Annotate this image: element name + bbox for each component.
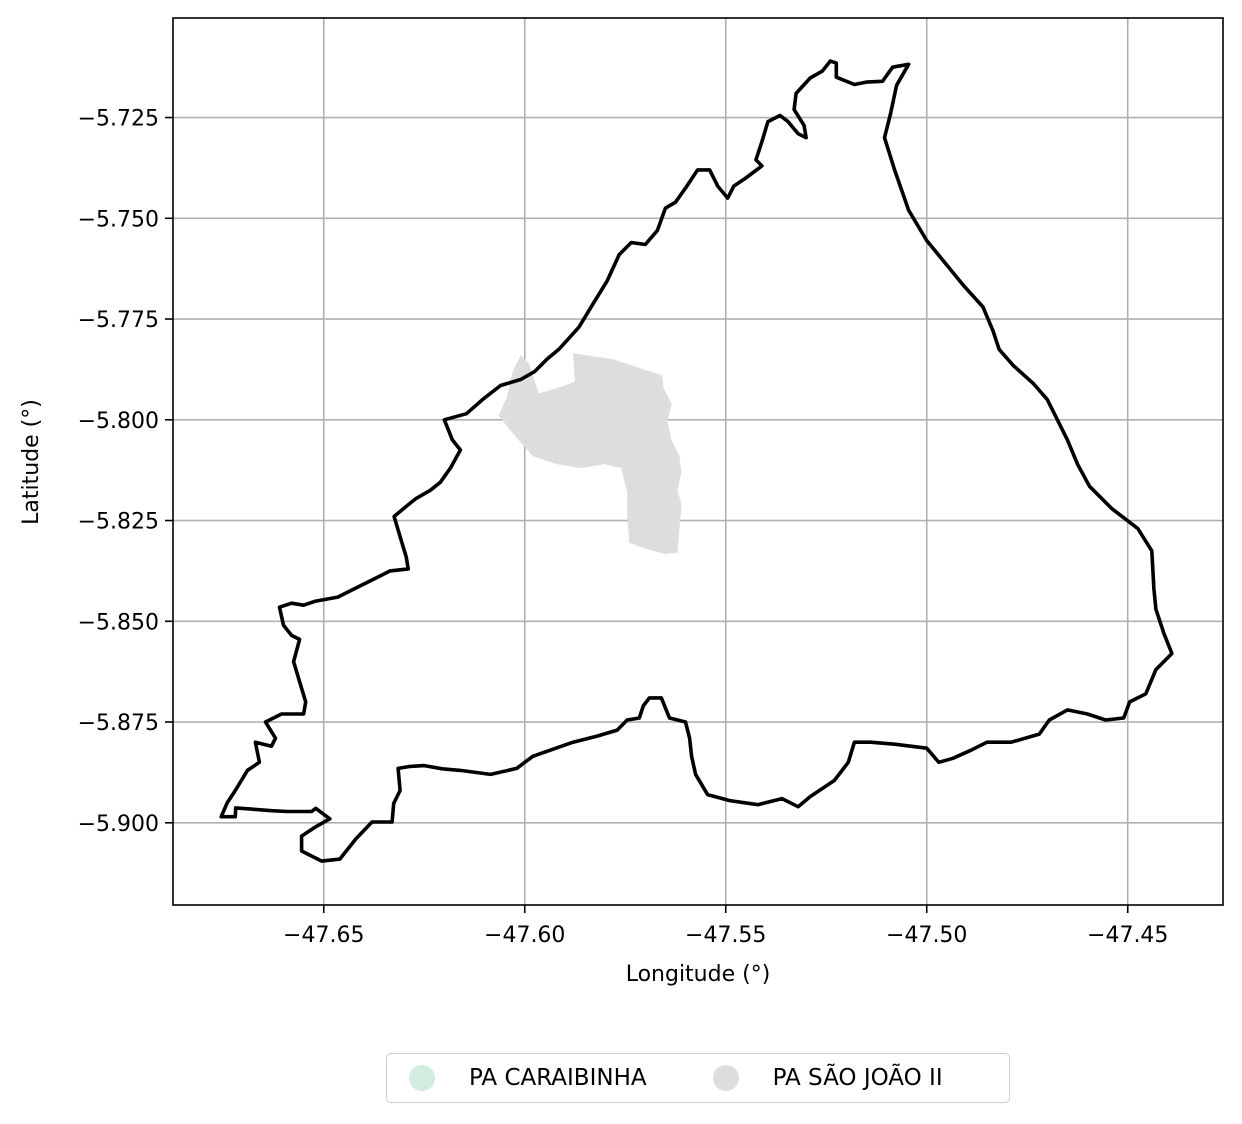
x-tick-label: −47.65 [283, 923, 364, 948]
y-tick-label: −5.850 [78, 610, 159, 635]
x-axis-title: Longitude (°) [626, 962, 771, 987]
y-tick-label: −5.875 [78, 711, 159, 736]
legend: PA CARAIBINHA PA SÃO JOÃO II [386, 1053, 1010, 1103]
legend-label: PA SÃO JOÃO II [772, 1065, 943, 1091]
x-tick-label: −47.60 [484, 923, 565, 948]
boundary-layer [219, 59, 1174, 863]
x-ticks: −47.65 −47.60 −47.55 −47.50 −47.45 [283, 905, 1168, 948]
settlement-boundary [219, 59, 1174, 863]
x-tick-label: −47.55 [685, 923, 766, 948]
legend-item-pa-caraibinha: PA CARAIBINHA [409, 1054, 647, 1102]
y-tick-label: −5.900 [78, 812, 159, 837]
y-tick-label: −5.750 [78, 207, 159, 232]
y-tick-label: −5.725 [78, 107, 159, 132]
grid-lines [173, 18, 1223, 905]
legend-item-pa-sao-joao-ii: PA SÃO JOÃO II [712, 1054, 943, 1102]
plot-frame [172, 17, 1224, 906]
region-fills [498, 353, 682, 554]
x-tick-label: −47.45 [1087, 923, 1168, 948]
y-tick-label: −5.825 [78, 510, 159, 535]
x-tick-label: −47.50 [886, 923, 967, 948]
y-axis-title: Latitude (°) [19, 399, 44, 525]
legend-marker-pa-sao-joao-ii [712, 1065, 739, 1091]
y-tick-label: −5.800 [78, 409, 159, 434]
legend-label: PA CARAIBINHA [469, 1065, 647, 1091]
y-ticks: −5.725 −5.750 −5.775 −5.800 −5.825 −5.850 −5.8… [78, 107, 173, 837]
region-polygon [498, 353, 682, 554]
y-tick-label: −5.775 [78, 308, 159, 333]
legend-marker-pa-caraibinha [409, 1065, 435, 1091]
